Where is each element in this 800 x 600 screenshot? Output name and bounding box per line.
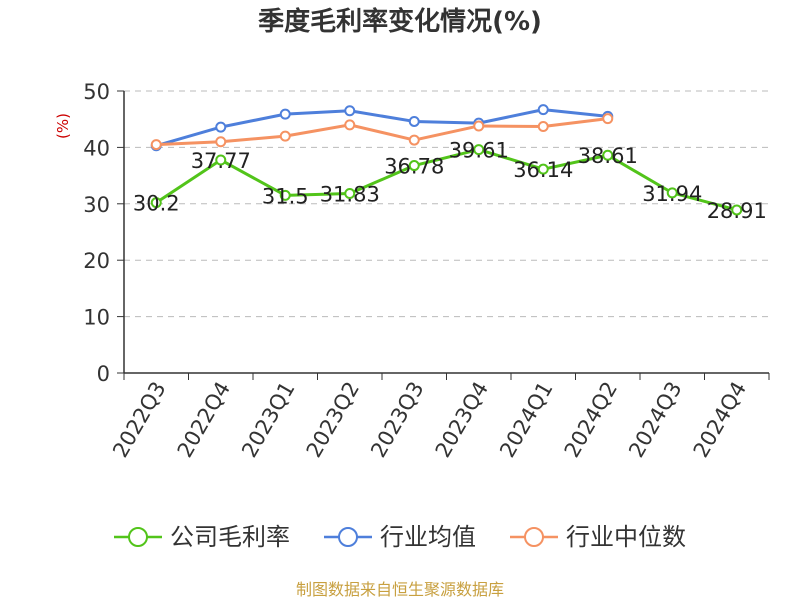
data-label: 36.78 [384, 155, 444, 179]
data-point [602, 113, 614, 125]
data-point [215, 136, 227, 148]
x-tick-label: 2024Q3 [624, 378, 686, 462]
data-point [408, 134, 420, 146]
data-point [473, 144, 485, 156]
grid-lines [124, 90, 769, 318]
data-point [150, 139, 162, 151]
data-point [150, 197, 162, 209]
y-tick-label: 50 [83, 80, 110, 104]
x-tick-label: 2024Q1 [495, 378, 557, 462]
data-point [215, 154, 227, 166]
y-tick-label: 10 [83, 306, 110, 330]
data-label: 31.94 [642, 182, 702, 206]
data-point [279, 130, 291, 142]
data-label: 37.77 [191, 149, 251, 173]
legend-swatch-marker [338, 527, 358, 547]
data-label: 31.83 [320, 182, 380, 206]
legend-label: 行业中位数 [566, 523, 686, 551]
series-line [155, 108, 608, 148]
series-lines [150, 104, 743, 216]
data-point [666, 187, 678, 199]
data-point [602, 149, 614, 161]
legend-label: 公司毛利率 [170, 523, 290, 551]
data-point [537, 121, 549, 133]
data-point [731, 204, 743, 216]
data-point [344, 105, 356, 117]
legend-item[interactable]: 公司毛利率 [114, 519, 290, 555]
data-point [279, 108, 291, 120]
data-labels: 30.2 37.77 31.5 31.8336.7839.6136.1438.6131… [133, 139, 767, 223]
source-note: 制图数据来自恒生聚源数据库 [295, 580, 504, 599]
chart-title: 季度毛利率变化情况(%) [258, 7, 542, 37]
data-point [537, 104, 549, 116]
data-point [344, 187, 356, 199]
legend-swatch [510, 527, 558, 547]
data-point [344, 119, 356, 131]
data-label: 28.91 [707, 199, 767, 223]
data-label: 38.61 [578, 144, 638, 168]
legend-item[interactable]: 行业均值 [324, 519, 476, 555]
series-line [155, 148, 738, 212]
x-tick-label: 2023Q1 [237, 378, 299, 462]
data-label: 39.61 [449, 139, 509, 163]
data-point [473, 120, 485, 132]
data-label: 30.2 [133, 192, 180, 216]
data-point [408, 160, 420, 172]
x-tick-label: 2023Q4 [431, 378, 493, 462]
data-point [408, 115, 420, 127]
legend-swatch-marker [524, 527, 544, 547]
legend-swatch [324, 527, 372, 547]
series-2 [150, 113, 614, 151]
x-tick-label: 2024Q2 [560, 378, 622, 462]
data-point [279, 189, 291, 201]
x-tick-label: 2023Q2 [302, 378, 364, 462]
x-tick-label: 2022Q3 [108, 378, 170, 462]
y-axis-label: (%) [54, 113, 72, 139]
legend-swatch-marker [128, 527, 148, 547]
series-0 [150, 144, 743, 216]
y-tick-label: 40 [83, 136, 110, 160]
y-tick-label: 20 [83, 249, 110, 273]
data-point [537, 163, 549, 175]
x-tick-label: 2022Q4 [173, 378, 235, 462]
y-tick-label: 30 [83, 193, 110, 217]
legend-swatch [114, 527, 162, 547]
x-tick-label: 2023Q3 [366, 378, 428, 462]
legend: 公司毛利率 行业均值 行业中位数 [0, 519, 800, 555]
series-line [156, 117, 608, 147]
data-point [215, 121, 227, 133]
y-tick-label: 0 [97, 362, 110, 386]
x-tick-label: 2024Q4 [689, 378, 751, 462]
data-label: 36.14 [513, 158, 573, 182]
data-label: 31.5 [262, 184, 309, 208]
legend-item[interactable]: 行业中位数 [510, 519, 686, 555]
legend-label: 行业均值 [380, 523, 476, 551]
